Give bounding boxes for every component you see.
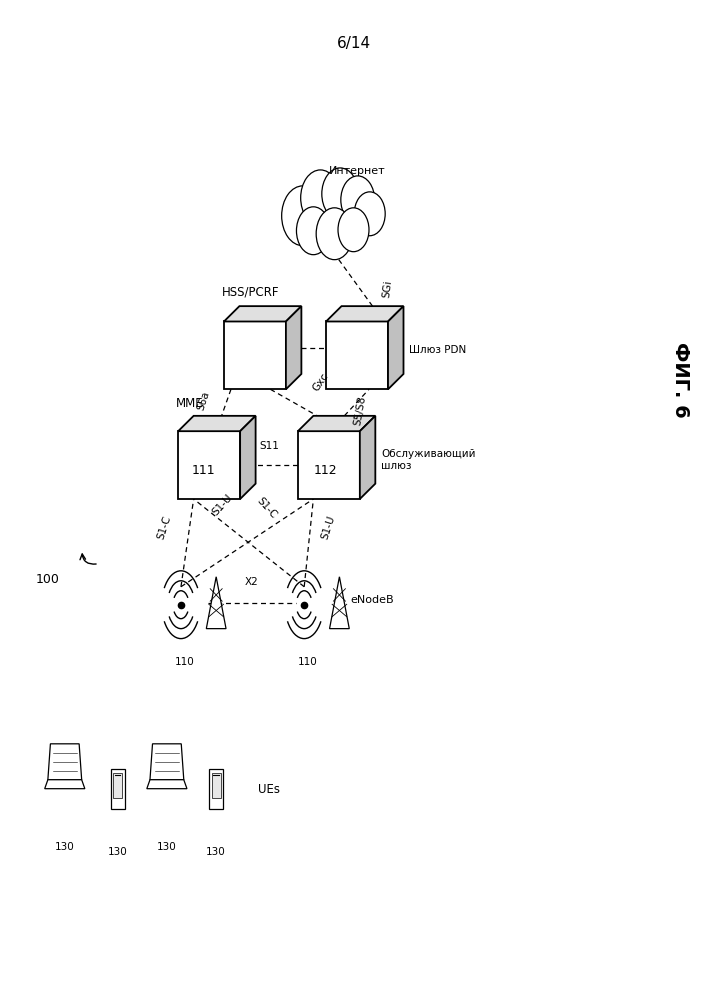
Text: 112: 112 [313,464,337,477]
Polygon shape [224,321,286,389]
Polygon shape [224,306,301,321]
Polygon shape [212,773,221,798]
Circle shape [341,176,375,224]
Polygon shape [206,577,226,629]
Polygon shape [240,416,256,499]
Text: S6a: S6a [195,389,211,411]
Polygon shape [326,306,404,321]
Circle shape [354,192,385,236]
Text: 130: 130 [107,847,127,857]
Polygon shape [147,780,187,789]
Text: Обслуживающий
шлюз: Обслуживающий шлюз [381,449,476,471]
Polygon shape [360,416,375,499]
Text: 130: 130 [157,842,177,852]
Text: 130: 130 [55,842,75,852]
Text: Интернет: Интернет [329,166,385,176]
Circle shape [281,186,324,246]
Text: S11: S11 [259,441,279,451]
Circle shape [300,170,340,226]
Text: 100: 100 [35,573,59,586]
Polygon shape [329,577,349,629]
Text: 130: 130 [206,847,226,857]
Polygon shape [110,769,124,809]
Text: S1-C: S1-C [156,515,173,541]
Polygon shape [113,773,122,798]
Text: S1-U: S1-U [211,493,235,517]
Polygon shape [150,744,184,780]
Polygon shape [178,416,256,431]
Text: S1-C: S1-C [255,496,279,520]
Circle shape [316,208,353,260]
Text: HSS/PCRF: HSS/PCRF [222,285,279,298]
Text: Шлюз PDN: Шлюз PDN [409,345,467,355]
Circle shape [322,168,358,220]
Text: S5/S8: S5/S8 [353,395,368,426]
Text: 110: 110 [298,657,317,667]
Polygon shape [286,306,301,389]
Text: ФИГ. 6: ФИГ. 6 [672,342,691,418]
Polygon shape [209,769,223,809]
Text: 6/14: 6/14 [337,36,370,51]
Text: MME: MME [176,397,204,410]
Text: UEs: UEs [259,783,281,796]
Text: SGi: SGi [381,279,393,298]
Text: 111: 111 [192,464,216,477]
Polygon shape [45,780,85,789]
Text: X2: X2 [245,577,259,587]
Polygon shape [48,744,82,780]
Polygon shape [178,431,240,499]
Text: eNodeB: eNodeB [350,595,394,605]
Text: 110: 110 [175,657,194,667]
Text: Gxc: Gxc [311,371,330,393]
Text: S1-U: S1-U [320,515,337,541]
Polygon shape [298,431,360,499]
Circle shape [296,207,330,255]
Polygon shape [388,306,404,389]
Polygon shape [298,416,375,431]
Circle shape [338,208,369,252]
Polygon shape [326,321,388,389]
